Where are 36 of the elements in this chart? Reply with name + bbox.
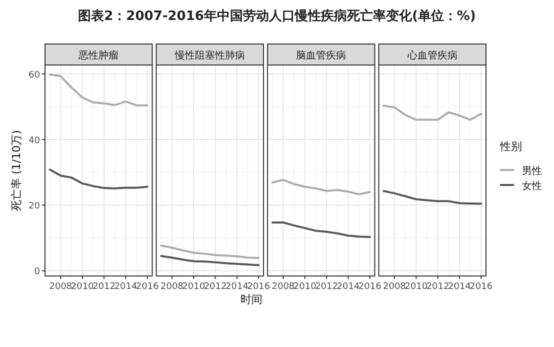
x-tick-label: 2014 (226, 282, 249, 292)
x-tick-label: 2012 (92, 282, 116, 292)
x-tick-label: 2010 (293, 282, 317, 292)
x-tick-label: 2014 (448, 282, 472, 292)
x-tick-label: 2012 (426, 282, 450, 292)
x-tick-label: 2008 (383, 282, 406, 292)
y-tick-label: 0 (34, 267, 40, 278)
x-tick-label: 2014 (336, 282, 360, 292)
x-tick-label: 2016 (247, 282, 270, 292)
chart-subtitle: 恶性肿瘤 (78, 50, 119, 62)
x-tick-label: 2008 (160, 282, 184, 292)
x-axis-title: 时间 (240, 293, 262, 306)
chart-subtitle: 心血管疾病 (406, 50, 458, 62)
chart-subtitle: 慢性阻塞性肺病 (174, 50, 245, 62)
x-tick-label: 2012 (315, 282, 338, 292)
chart-subtitle: 脑血管疾病 (296, 50, 346, 62)
legend-title: 性别 (499, 140, 522, 153)
x-tick-label: 2016 (136, 282, 160, 292)
line-series (48, 168, 148, 190)
y-tick-label: 60 (28, 70, 40, 80)
legend-label: 女性 (522, 180, 542, 192)
x-tick-label: 2016 (470, 282, 493, 292)
x-tick-label: 2008 (49, 282, 72, 292)
y-tick-label: 40 (28, 136, 40, 146)
x-tick-label: 2010 (70, 282, 94, 292)
x-tick-label: 2014 (114, 282, 138, 292)
y-axis-title: 死亡率 (1/10万) (10, 130, 23, 211)
legend-label: 男性 (522, 165, 542, 177)
x-tick-label: 2010 (182, 282, 206, 292)
text: 图表2：2007-2016年中国劳动人口慢性疾病死亡率变化(单位：%) (78, 8, 476, 24)
y-tick-label: 20 (28, 202, 40, 212)
line-series (48, 74, 148, 106)
x-tick-label: 2008 (272, 282, 295, 292)
x-tick-label: 2016 (358, 282, 382, 292)
x-tick-label: 2010 (404, 282, 428, 292)
x-tick-label: 2012 (204, 282, 227, 292)
